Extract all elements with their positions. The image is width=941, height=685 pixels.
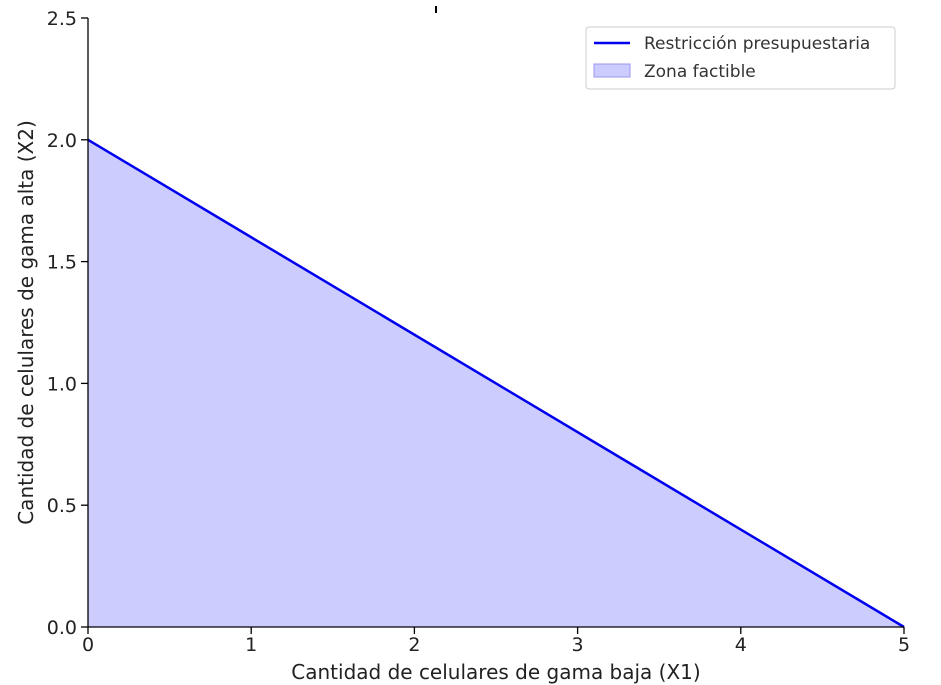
y-tick-label: 1.0 [47,373,77,395]
line-layer [87,138,905,629]
y-tick-label: 1.5 [47,252,77,274]
legend-label-restriccion: Restricción presupuestaria [644,34,870,54]
y-axis-label: Cantidad de celulares de gama alta (X2) [14,120,38,525]
legend-box [585,26,896,90]
x-tick-label: 0 [82,634,94,656]
legend-label-zona: Zona factible [644,62,756,82]
y-tick-label: 2.0 [47,130,77,152]
y-tick-label: 0.5 [47,495,77,517]
x-tick-label: 3 [572,634,584,656]
legend: Restricción presupuestaria Zona factible [585,26,896,90]
x-tick-label: 1 [245,634,257,656]
x-tick-label: 5 [898,634,910,656]
x-tick-label: 2 [408,634,420,656]
y-tick-label: 2.5 [47,8,77,30]
ticks-layer: 0 1 2 3 4 5 0.0 0.5 1.0 1.5 2.0 2.5 [47,8,910,656]
x-axis-label: Cantidad de celulares de gama baja (X1) [291,660,700,684]
legend-fill-swatch [593,63,631,78]
x-tick-label: 4 [735,634,747,656]
axes-layer [87,6,904,628]
series-line-restriccion [87,138,905,629]
y-tick-label: 0.0 [47,617,77,639]
